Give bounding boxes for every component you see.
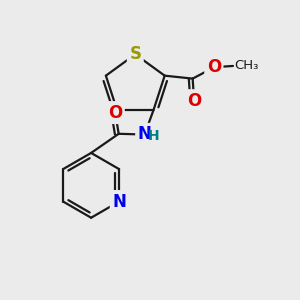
Text: S: S <box>129 45 141 63</box>
Text: O: O <box>108 103 122 122</box>
Text: N: N <box>138 125 152 143</box>
Text: O: O <box>207 58 221 76</box>
Text: H: H <box>148 129 159 143</box>
Text: CH₃: CH₃ <box>235 59 259 73</box>
Text: O: O <box>187 92 201 110</box>
Text: N: N <box>112 193 126 211</box>
